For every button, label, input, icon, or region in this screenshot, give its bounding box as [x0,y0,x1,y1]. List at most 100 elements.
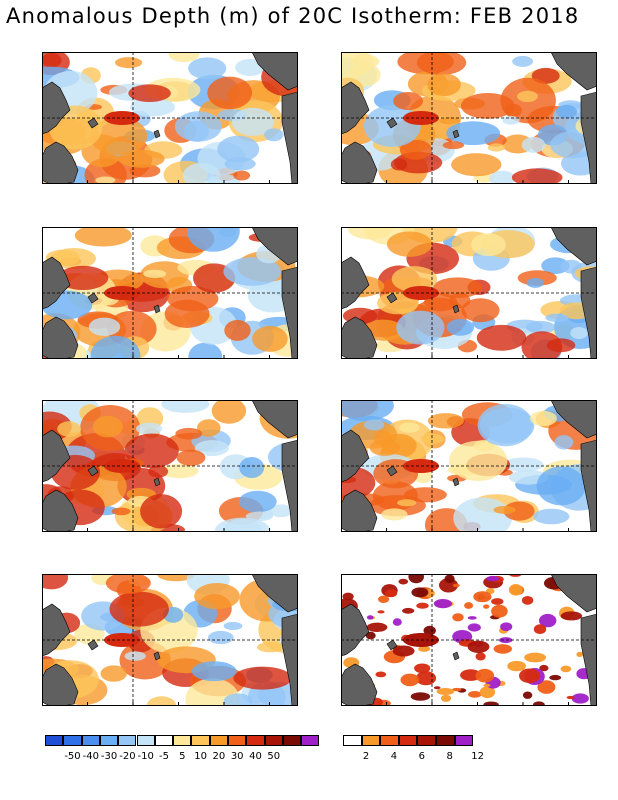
anomaly-contour [461,298,500,323]
anomaly-contour [90,335,141,359]
map-frame [341,400,597,532]
map-panel [42,400,298,532]
anomaly-contour [420,433,445,444]
land-mass [341,81,370,135]
anomaly-contour [493,644,512,654]
anomaly-contour [95,176,116,184]
anomaly-contour [507,660,526,672]
anomaly-colorbar-tick-label: -20 [119,751,136,762]
anomaly-colorbar-swatch [45,735,64,746]
anomaly-colorbar-swatch [136,735,155,746]
snr-colorbar-swatch [417,735,436,746]
land-mass [281,613,298,706]
anomaly-contour [52,248,96,269]
anomaly-contour [396,310,445,345]
anomaly-contour [175,427,203,440]
land-mass [42,663,79,706]
snr-colorbar-tick-label: 4 [390,751,398,762]
anomaly-contour [233,666,292,690]
anomaly-contour [109,591,169,627]
anomaly-contour [187,227,240,252]
land-mass [281,91,298,184]
map-frame [42,400,298,532]
anomaly-contour [521,331,563,359]
anomaly-contour [188,342,223,359]
anomaly-contour [194,440,229,457]
anomaly-colorbar-swatch [264,735,283,746]
anomaly-contour [341,400,394,421]
anomaly-contour [148,465,169,478]
anomaly-contour [464,602,474,609]
anomaly-contour [176,449,206,466]
anomaly-contour [446,121,501,146]
anomaly-contour [433,277,483,298]
anomaly-contour [483,701,499,706]
anomaly-colorbar-tick-label: 5 [179,751,186,762]
anomaly-contour [511,168,563,184]
anomaly-contour [560,611,583,621]
anomaly-contour [392,645,415,657]
anomaly-contour [571,693,589,704]
map-panel [341,227,597,359]
anomaly-colorbar-swatch [228,735,247,746]
anomaly-contour [549,674,562,681]
anomaly-contour [414,663,431,674]
anomaly-contour [188,57,227,80]
anomaly-contour [136,422,163,435]
anomaly-contour [411,587,429,598]
land-mass [42,316,79,359]
anomaly-contour [105,574,151,594]
anomaly-contour [433,599,452,609]
map-field [42,574,298,706]
land-mass [386,639,398,651]
anomaly-contour [451,153,502,177]
land-mass [580,266,597,359]
anomaly-contour [439,117,460,125]
anomaly-contour [399,139,432,160]
anomaly-contour [375,671,387,678]
anomaly-colorbar-tick-label: 50 [267,751,281,762]
land-mass [341,316,378,359]
anomaly-contour [415,671,437,686]
snr-colorbar-swatch [361,735,381,746]
land-mass [87,465,99,477]
anomaly-contour [489,170,516,184]
anomaly-colorbar-swatch [209,735,228,746]
land-mass [341,429,370,483]
anomaly-contour [477,403,533,447]
anomaly-contour [223,621,243,631]
anomaly-contour [124,651,146,661]
map-field [42,227,298,359]
land-mass [251,574,298,613]
anomaly-contour [197,419,221,437]
anomaly-contour [392,618,402,626]
land-mass [580,91,597,184]
anomaly-contour [512,55,533,67]
land-mass [452,129,460,139]
anomaly-contour [475,652,486,661]
anomaly-contour [207,630,234,645]
anomaly-contour [519,668,540,684]
anomaly-contour [524,652,546,663]
anomaly-contour [111,507,131,516]
anomaly-contour [546,338,576,353]
land-mass [580,439,597,532]
anomaly-contour [502,115,520,125]
anomaly-colorbar-tick-label: -5 [159,751,169,762]
anomaly-contour [400,673,420,687]
anomaly-contour [238,490,277,513]
anomaly-contour [399,422,420,433]
map-panel [341,574,597,706]
map-frame [341,52,597,184]
anomaly-contour [366,615,374,620]
land-mass [550,400,597,439]
anomaly-contour [529,410,557,427]
map-frame [341,574,597,706]
anomaly-contour [381,508,408,521]
anomaly-contour [57,421,81,437]
anomaly-contour [92,415,123,438]
anomaly-contour [423,625,436,636]
land-mass [87,292,99,304]
anomaly-colorbar-swatch [173,735,192,746]
land-mass [341,256,370,310]
